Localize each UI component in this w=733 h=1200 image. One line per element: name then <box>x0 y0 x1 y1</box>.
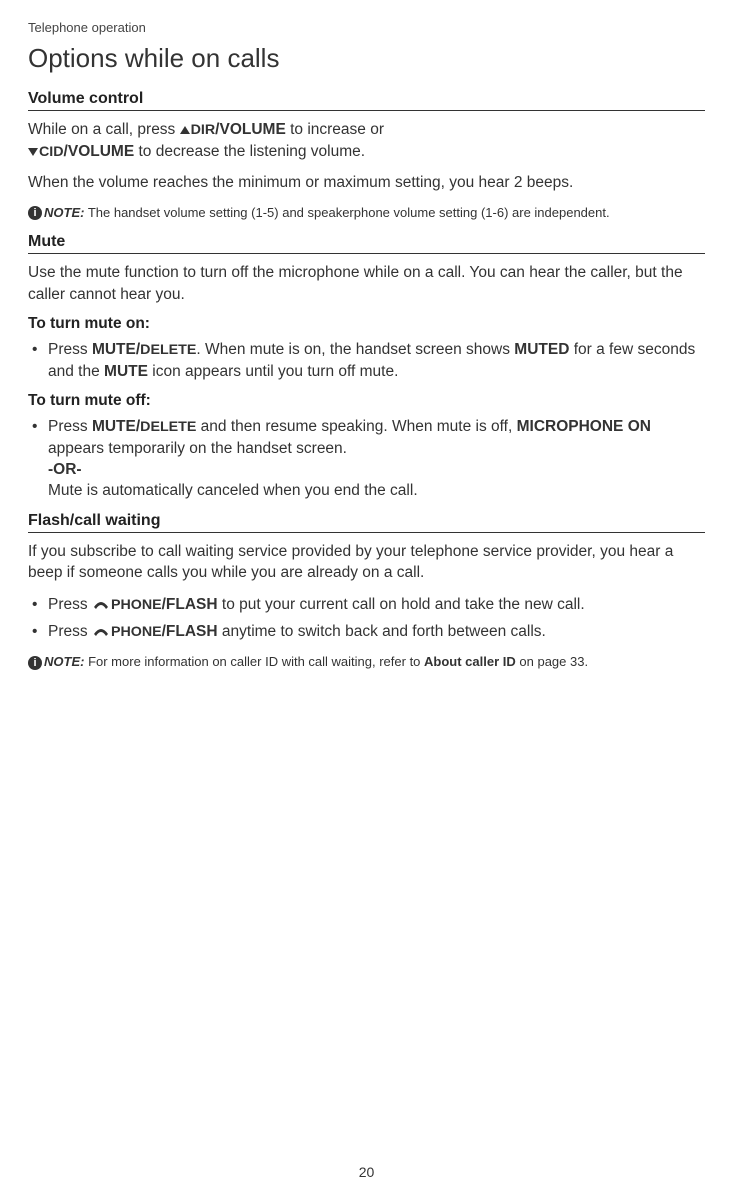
volume-note: iNOTE: The handset volume setting (1-5) … <box>28 204 705 222</box>
breadcrumb: Telephone operation <box>28 20 705 35</box>
text: Mute is automatically canceled when you … <box>48 482 418 499</box>
mute-on-heading: To turn mute on: <box>28 315 705 333</box>
list-item: Press MUTE/DELETE and then resume speaki… <box>28 416 705 502</box>
flash-note: iNOTE: For more information on caller ID… <box>28 653 705 671</box>
text: to put your current call on hold and tak… <box>218 596 585 613</box>
phone-icon <box>92 626 110 638</box>
page-title: Options while on calls <box>28 43 705 74</box>
mute-off-heading: To turn mute off: <box>28 392 705 410</box>
list-item: Press MUTE/DELETE. When mute is on, the … <box>28 339 705 382</box>
mute-icon-label: MUTE <box>104 363 148 380</box>
flash-para1: If you subscribe to call waiting service… <box>28 541 705 584</box>
up-arrow-icon <box>180 126 190 134</box>
info-icon: i <box>28 206 42 220</box>
note-text: For more information on caller ID with c… <box>84 654 424 669</box>
text: Press <box>48 418 92 435</box>
muted-label: MUTED <box>514 341 569 358</box>
section-heading-flash: Flash/call waiting <box>28 512 705 533</box>
page-number: 20 <box>0 1164 733 1180</box>
note-text: The handset volume setting (1-5) and spe… <box>84 205 609 220</box>
text: anytime to switch back and forth between… <box>218 623 546 640</box>
down-arrow-icon <box>28 148 38 156</box>
dir-volume-label: DIR/VOLUME <box>191 121 286 138</box>
text: and then resume speaking. When mute is o… <box>196 418 516 435</box>
about-caller-id-ref: About caller ID <box>424 654 516 669</box>
volume-para1: While on a call, press DIR/VOLUME to inc… <box>28 119 705 162</box>
mute-delete-label: MUTE/DELETE <box>92 341 196 358</box>
note-label: NOTE: <box>44 205 84 220</box>
note-label: NOTE: <box>44 654 84 669</box>
text: Press <box>48 623 92 640</box>
microphone-on-label: MICROPHONE ON <box>517 418 651 435</box>
mute-off-list: Press MUTE/DELETE and then resume speaki… <box>28 416 705 502</box>
phone-flash-label: PHONE/FLASH <box>111 623 218 640</box>
section-heading-volume: Volume control <box>28 90 705 111</box>
text: . When mute is on, the handset screen sh… <box>196 341 514 358</box>
mute-delete-label: MUTE/DELETE <box>92 418 196 435</box>
section-heading-mute: Mute <box>28 233 705 254</box>
or-label: -OR- <box>48 461 82 478</box>
list-item: Press PHONE/FLASH to put your current ca… <box>28 594 705 616</box>
phone-flash-label: PHONE/FLASH <box>111 596 218 613</box>
text: While on a call, press <box>28 121 180 138</box>
text: to increase or <box>286 121 384 138</box>
mute-para1: Use the mute function to turn off the mi… <box>28 262 705 305</box>
text: Press <box>48 596 92 613</box>
note-text: on page 33. <box>516 654 588 669</box>
text: to decrease the listening volume. <box>134 143 365 160</box>
text: appears temporarily on the handset scree… <box>48 440 347 457</box>
flash-list: Press PHONE/FLASH to put your current ca… <box>28 594 705 643</box>
mute-on-list: Press MUTE/DELETE. When mute is on, the … <box>28 339 705 382</box>
cid-volume-label: CID/VOLUME <box>39 143 134 160</box>
list-item: Press PHONE/FLASH anytime to switch back… <box>28 621 705 643</box>
text: icon appears until you turn off mute. <box>148 363 398 380</box>
volume-para2: When the volume reaches the minimum or m… <box>28 172 705 193</box>
text: Press <box>48 341 92 358</box>
phone-icon <box>92 599 110 611</box>
info-icon: i <box>28 656 42 670</box>
